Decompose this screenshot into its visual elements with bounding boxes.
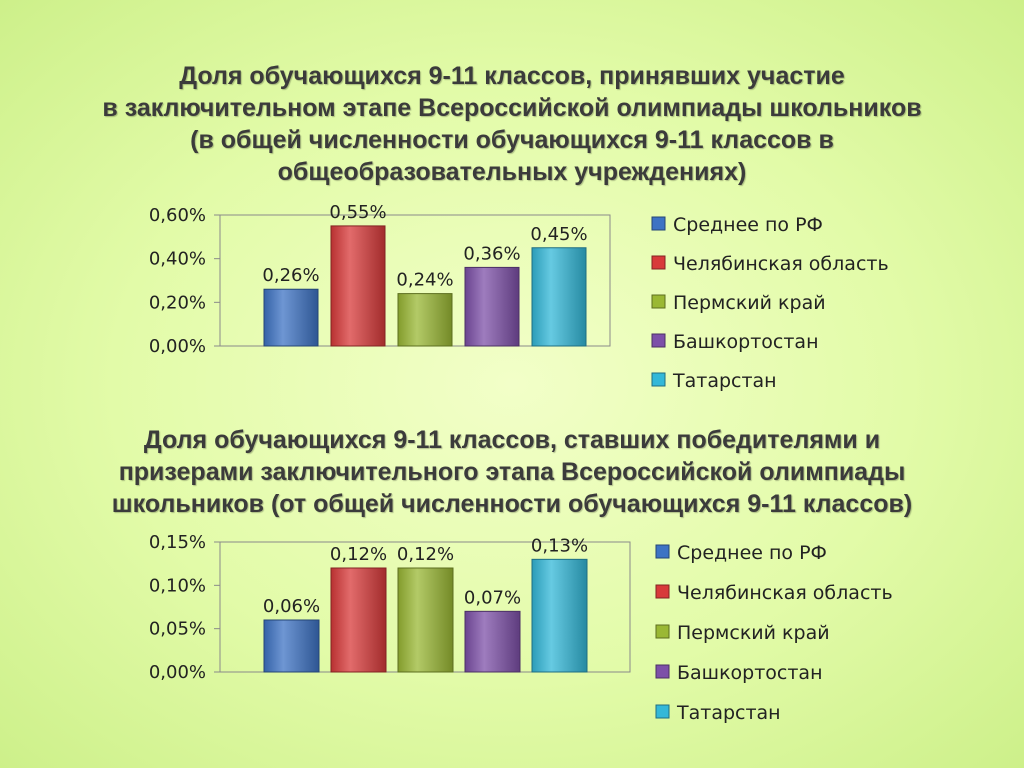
chart-2-title-line: призерами заключительного этапа Всеросси… (118, 458, 906, 486)
data-label: 0,12% (397, 544, 454, 565)
legend-swatch (651, 372, 666, 387)
legend-entry: Башкортостан (673, 331, 819, 353)
legend-swatch (651, 294, 666, 309)
data-label: 0,45% (530, 224, 587, 245)
bar (263, 619, 320, 673)
data-label: 0,26% (262, 265, 319, 286)
legend-entry: Пермский край (677, 622, 830, 644)
bar (397, 293, 453, 347)
legend-swatch (655, 544, 670, 559)
bar (330, 567, 387, 673)
bar (464, 610, 521, 673)
y-tick-label: 0,15% (149, 532, 206, 553)
legend-entry: Среднее по РФ (673, 214, 823, 236)
legend-swatch (655, 624, 670, 639)
legend-swatch (651, 255, 666, 270)
chart-2-title: Доля обучающихся 9-11 классов, ставших п… (40, 424, 984, 520)
bar (397, 567, 454, 673)
legend-swatch (655, 704, 670, 719)
legend-entry: Татарстан (672, 370, 777, 392)
y-tick-label: 0,00% (149, 336, 206, 357)
y-tick-label: 0,40% (149, 249, 206, 270)
legend-swatch (651, 333, 666, 348)
chart-1-title-line: (в общей численности обучающихся 9-11 кл… (190, 126, 834, 154)
chart-1: 0,00% 0,20% 0,40% 0,60% 0,26% 0,55% 0,24% 0,36%… (149, 202, 889, 392)
bar (263, 288, 319, 347)
data-label: 0,13% (531, 535, 588, 556)
legend-entry: Татарстан (676, 702, 781, 724)
legend-swatch (655, 664, 670, 679)
chart-1-title-line: в заключительном этапе Всероссийской оли… (102, 94, 922, 122)
data-label: 0,24% (396, 270, 453, 291)
legend-entry: Среднее по РФ (677, 542, 827, 564)
chart-2-title-line: школьников (от общей численности обучающ… (111, 490, 913, 518)
data-label: 0,06% (263, 596, 320, 617)
legend-swatch (655, 584, 670, 599)
bar (531, 247, 587, 347)
y-tick-label: 0,00% (149, 662, 206, 683)
y-tick-label: 0,20% (149, 292, 206, 313)
chart-1-title-line: общеобразовательных учреждениях) (277, 158, 747, 186)
data-label: 0,12% (330, 544, 387, 565)
chart-1-title: Доля обучающихся 9-11 классов, принявших… (40, 60, 984, 188)
legend-entry: Башкортостан (677, 662, 823, 684)
legend-entry: Челябинская область (677, 582, 893, 604)
data-label: 0,36% (463, 243, 520, 264)
data-label: 0,07% (464, 587, 521, 608)
legend-entry: Пермский край (673, 292, 826, 314)
chart-1-title-line: Доля обучающихся 9-11 классов, принявших… (179, 62, 845, 90)
bar (464, 266, 520, 347)
bar (330, 225, 386, 347)
y-tick-label: 0,10% (149, 575, 206, 596)
data-label: 0,55% (329, 202, 386, 223)
y-tick-label: 0,05% (149, 619, 206, 640)
y-tick-label: 0,60% (149, 205, 206, 226)
legend-swatch (651, 216, 666, 231)
chart-2: 0,00% 0,05% 0,10% 0,15% 0,06% 0,12% 0,12% 0,07%… (149, 532, 893, 724)
bar (531, 558, 588, 673)
legend-entry: Челябинская область (673, 253, 889, 275)
chart-2-title-line: Доля обучающихся 9-11 классов, ставших п… (143, 426, 881, 454)
